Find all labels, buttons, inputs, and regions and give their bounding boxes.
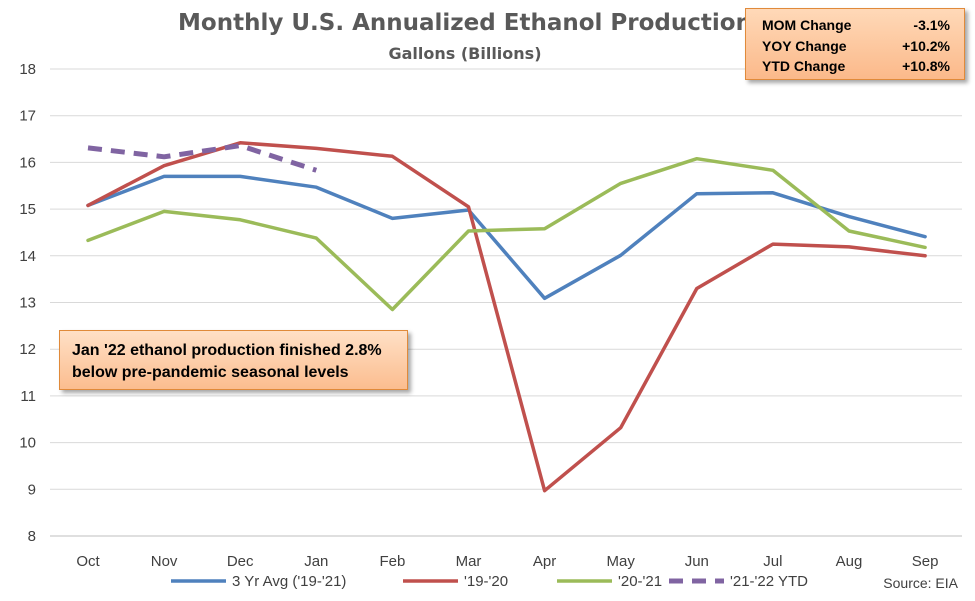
x-tick-label: Nov — [151, 553, 178, 570]
x-tick-label: Jan — [304, 553, 328, 570]
x-tick-label: Mar — [456, 553, 482, 570]
change-stats-box: MOM Change -3.1% YOY Change +10.2% YTD C… — [745, 8, 965, 80]
x-tick-label: Jun — [685, 553, 709, 570]
x-tick-label: Sep — [912, 553, 939, 570]
series-line-2 — [86, 156, 927, 312]
source-label: Source: EIA — [883, 575, 958, 591]
legend-label: '21-'22 YTD — [730, 573, 808, 590]
y-tick-label: 11 — [20, 388, 36, 405]
stats-value: -3.1% — [913, 17, 950, 33]
note-line-2: below pre-pandemic seasonal levels — [72, 364, 349, 381]
series-lines — [86, 141, 927, 493]
y-tick-label: 10 — [19, 435, 36, 452]
x-tick-label: Feb — [379, 553, 405, 570]
y-tick-label: 18 — [19, 61, 36, 78]
x-tick-label: Apr — [533, 553, 556, 570]
y-tick-label: 8 — [28, 528, 36, 545]
note-line-1: Jan '22 ethanol production finished 2.8% — [72, 342, 382, 359]
stats-label: MOM Change — [762, 17, 852, 33]
annotation-note-box: Jan '22 ethanol production finished 2.8%… — [59, 330, 408, 390]
y-tick-label: 13 — [19, 295, 36, 312]
x-tick-label: Jul — [763, 553, 782, 570]
y-tick-label: 12 — [19, 341, 36, 358]
stats-row-mom: MOM Change -3.1% — [762, 15, 950, 36]
stats-value: +10.8% — [902, 58, 950, 74]
series-line-1 — [86, 141, 927, 493]
stats-label: YOY Change — [762, 37, 847, 54]
x-tick-label: Oct — [76, 553, 100, 570]
x-tick-label: Aug — [836, 553, 863, 570]
legend-label: '19-'20 — [464, 573, 508, 590]
stats-row-ytd: YTD Change +10.8% — [762, 56, 950, 77]
series-line-0 — [86, 174, 927, 301]
stats-label: YTD Change — [762, 58, 846, 74]
legend-label: 3 Yr Avg ('19-'21) — [232, 573, 346, 590]
stats-row-yoy: YOY Change +10.2% — [762, 36, 950, 57]
x-tick-label: May — [607, 553, 636, 570]
y-tick-label: 17 — [19, 108, 36, 125]
x-axis-ticks: Oct Nov Dec Jan Feb Mar Apr May Jun Jul Aug Sep — [76, 553, 938, 570]
legend: 3 Yr Avg ('19-'21) '19-'20 '20-'21 '21-'22 … — [171, 573, 808, 590]
legend-label: '20-'21 — [618, 573, 662, 590]
gridlines — [50, 68, 962, 537]
y-tick-label: 16 — [19, 154, 36, 171]
y-axis-ticks: 8 9 10 11 12 13 14 15 16 17 18 — [19, 61, 36, 545]
chart-title: Monthly U.S. Annualized Ethanol Producti… — [178, 10, 752, 36]
chart-subtitle: Gallons (Billions) — [388, 44, 541, 63]
y-tick-label: 15 — [19, 201, 36, 218]
series-line-3 — [87, 143, 318, 173]
y-tick-label: 9 — [28, 481, 36, 498]
y-tick-label: 14 — [19, 248, 36, 265]
x-tick-label: Dec — [227, 553, 254, 570]
stats-value: +10.2% — [902, 37, 950, 54]
